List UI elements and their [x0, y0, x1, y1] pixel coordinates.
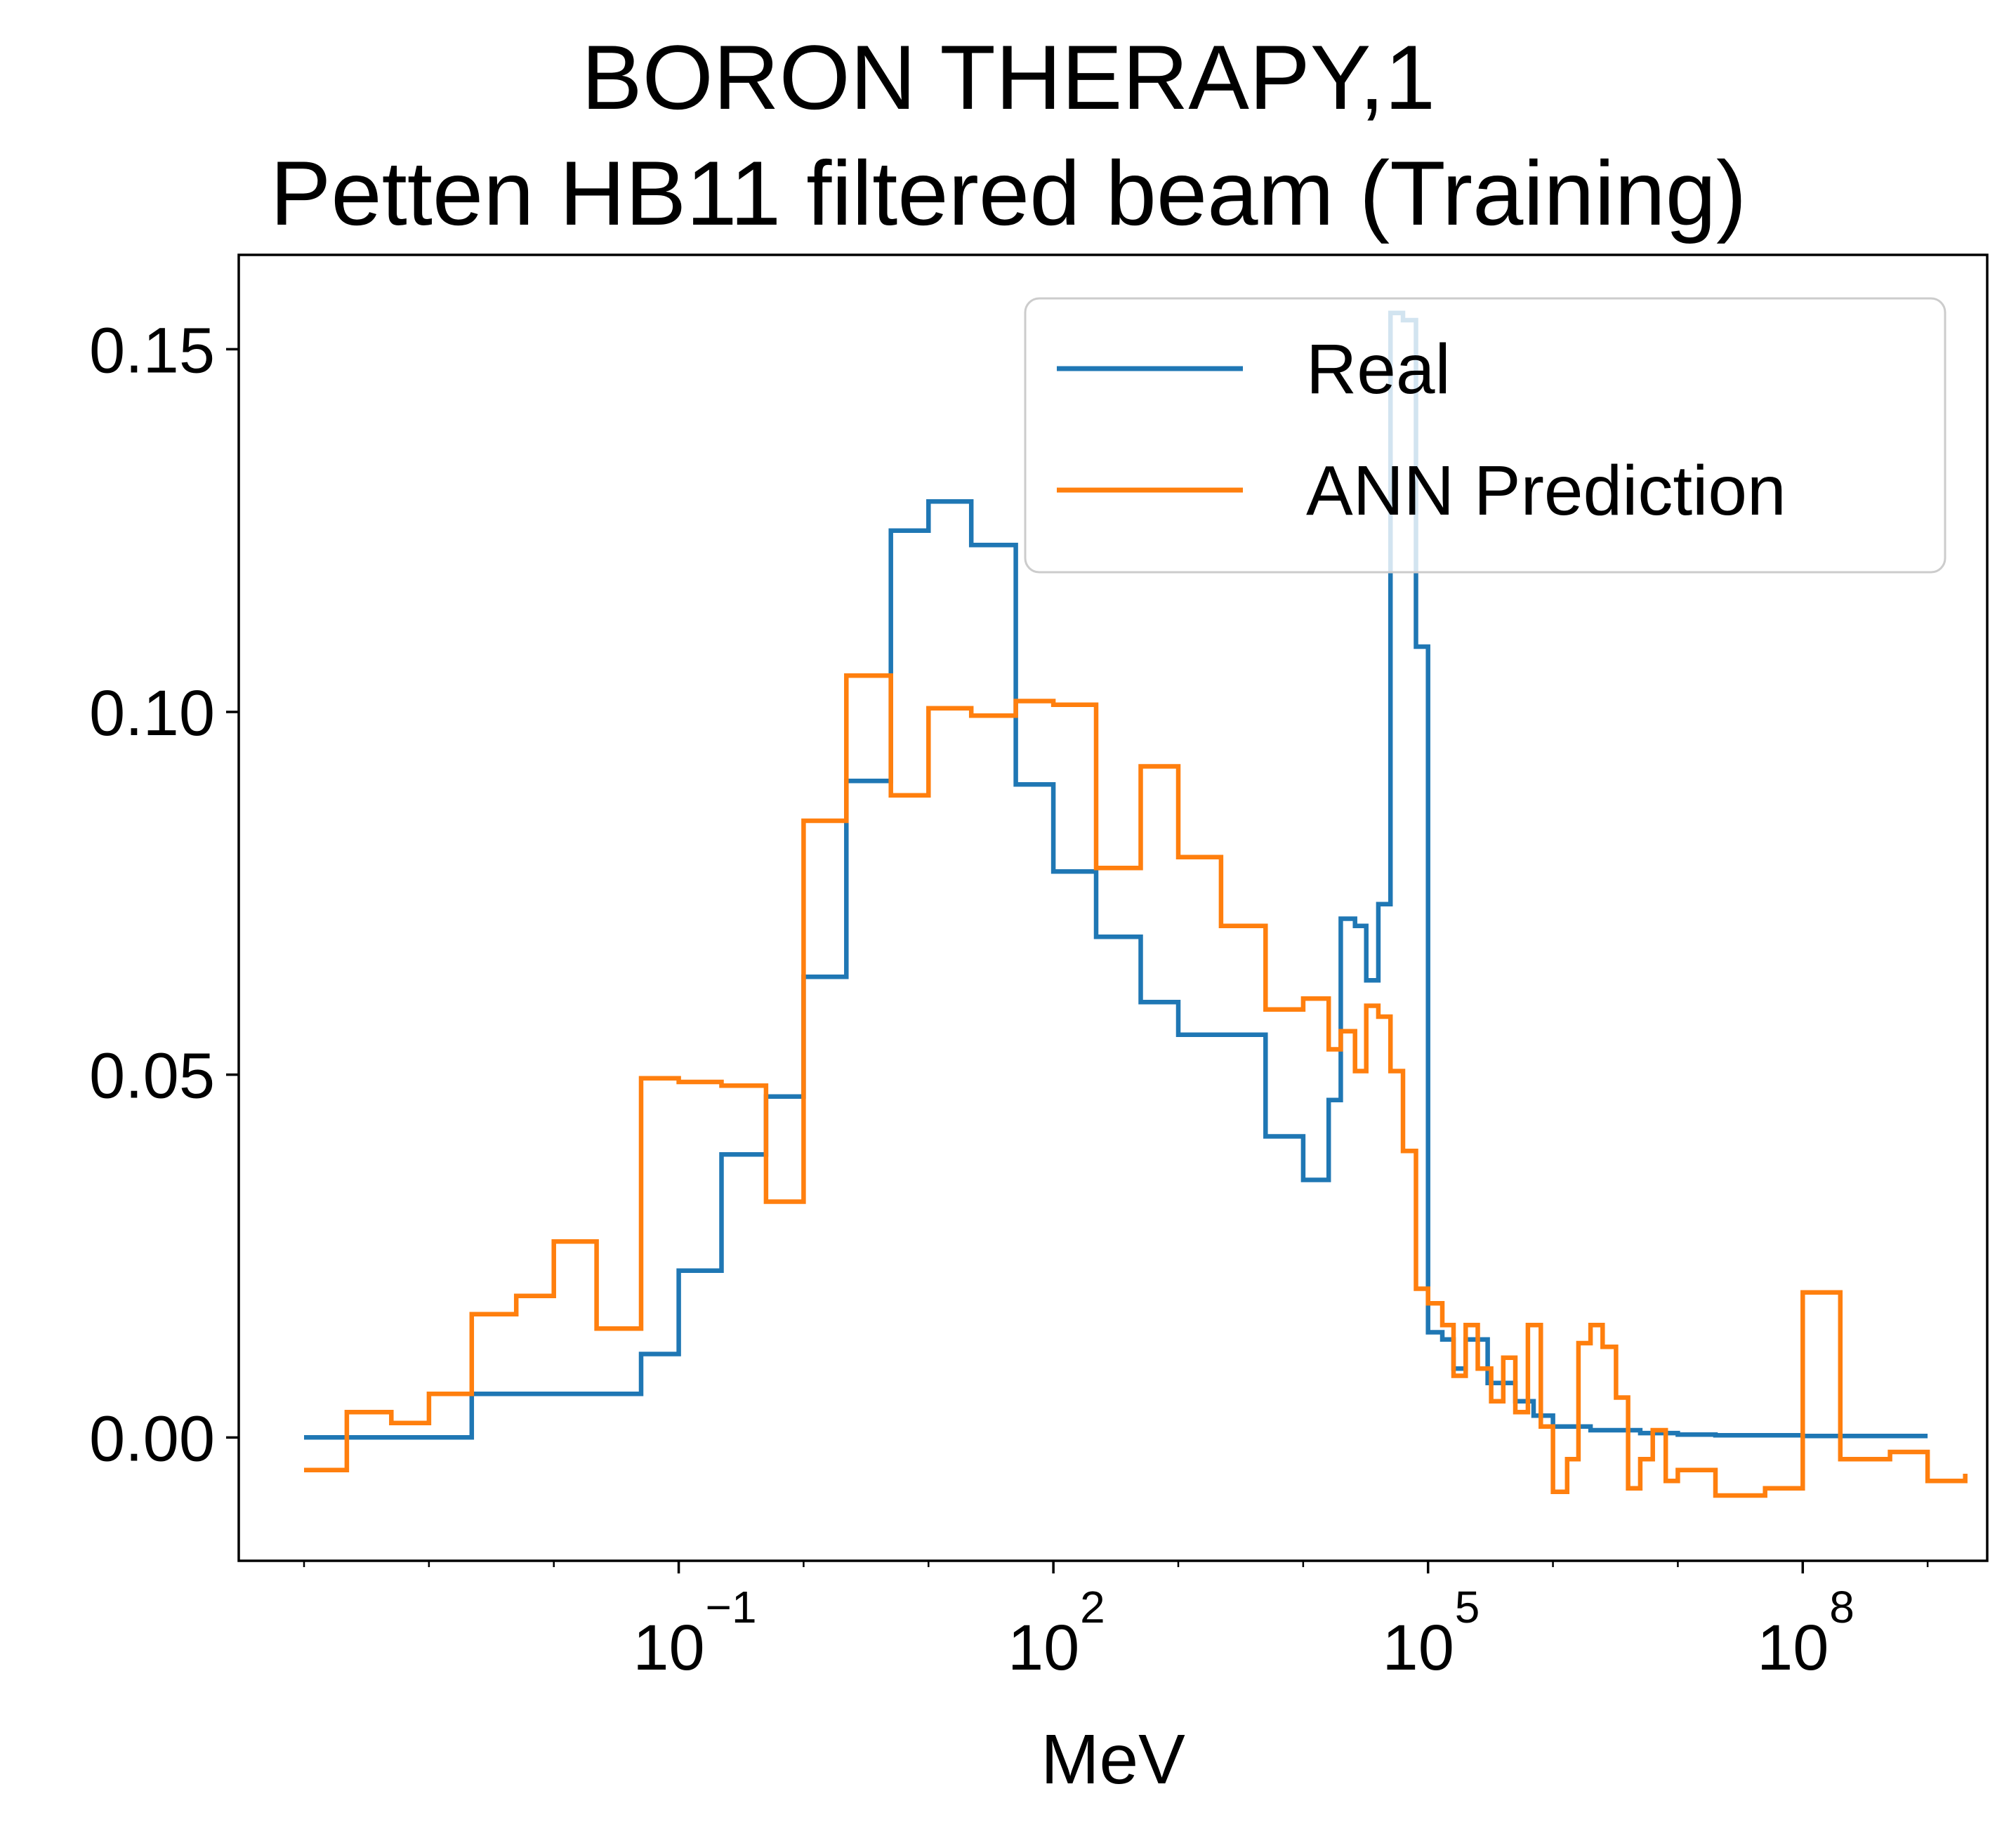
legend-label-ann-prediction: ANN Prediction — [1306, 451, 1786, 530]
x-tick-label: 10 — [1383, 1612, 1454, 1684]
series-line-ann-prediction — [304, 673, 1968, 1498]
y-axis: 0.00 0.05 0.10 0.15 — [89, 315, 239, 1474]
legend-label-real: Real — [1306, 330, 1451, 409]
x-tick-label: 10 — [633, 1612, 704, 1684]
legend-box — [1024, 297, 1946, 574]
plot-area — [237, 253, 1989, 1562]
x-tick-base: 10 — [1383, 1612, 1454, 1684]
y-tick-label: 0.15 — [89, 315, 215, 386]
x-tick-exponent: 8 — [1829, 1582, 1854, 1632]
y-tick-label: 0.10 — [89, 678, 215, 749]
x-axis-label: MeV — [1041, 1720, 1185, 1799]
x-tick-label: 10 — [1008, 1612, 1079, 1684]
series-line-real — [304, 310, 1928, 1440]
x-tick-base: 10 — [1008, 1612, 1079, 1684]
x-tick-exponent: −1 — [706, 1582, 757, 1632]
series-layer — [304, 310, 1968, 1498]
x-tick-exponent: 2 — [1080, 1582, 1105, 1632]
x-tick-exponent: 5 — [1455, 1582, 1480, 1632]
x-tick-base: 10 — [1757, 1612, 1829, 1684]
y-tick-label: 0.00 — [89, 1403, 215, 1474]
legend: Real ANN Prediction — [1024, 297, 1946, 574]
chart-subtitle: Petten HB11 filtered beam (Training) — [270, 142, 1747, 244]
x-tick-label: 10 — [1757, 1612, 1829, 1684]
y-tick-label: 0.05 — [89, 1041, 215, 1112]
chart-title: BORON THERAPY,1 — [581, 26, 1435, 128]
x-tick-base: 10 — [633, 1612, 704, 1684]
